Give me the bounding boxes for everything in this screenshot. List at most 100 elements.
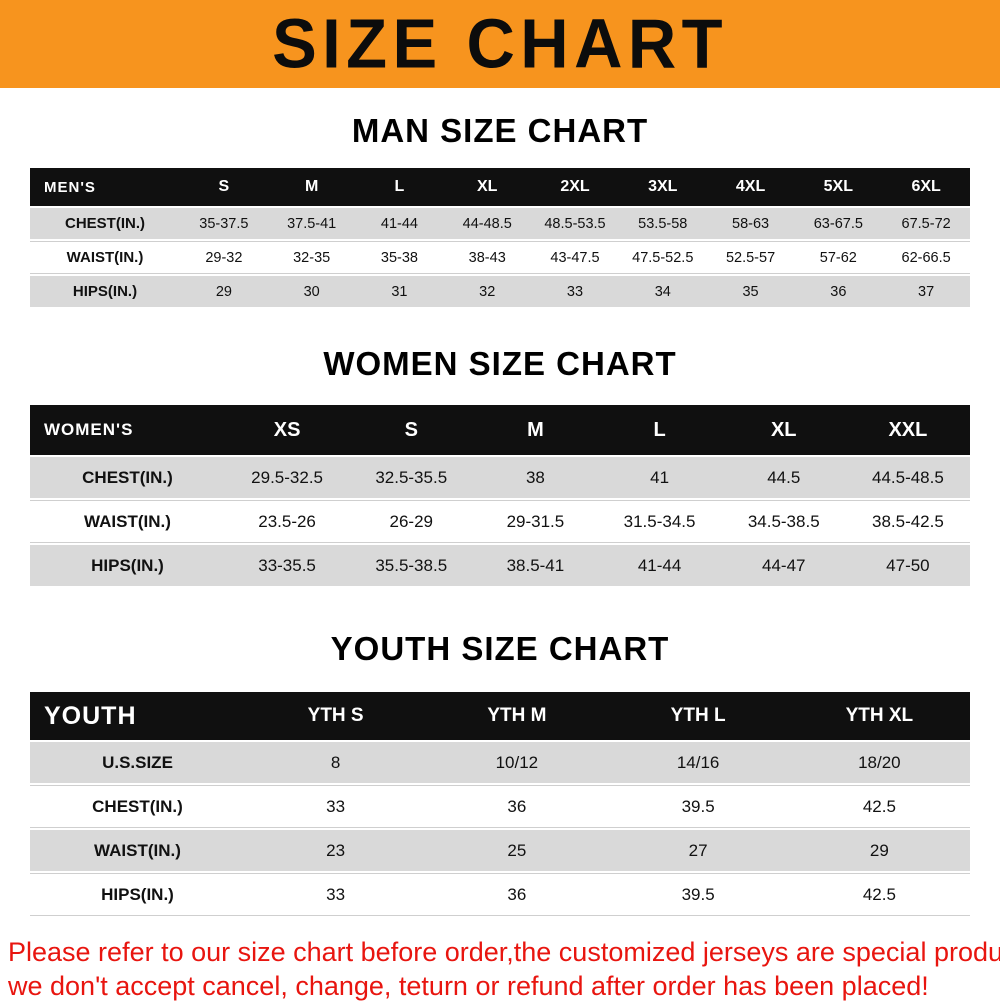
value-cell: 36 [507, 884, 527, 904]
value-cell: 38 [525, 467, 545, 487]
table-row: HIPS(IN.) 29 30 31 32 33 34 35 36 37 [30, 274, 970, 309]
value-cell: 35-37.5 [199, 215, 249, 232]
column-header-cell: XL [476, 178, 498, 195]
row-label-cell: WAIST(IN.) [66, 249, 144, 266]
youth-size-table: YOUTH YTH S YTH M YTH L YTH XL U.S.SIZE 8 10/12… [30, 692, 970, 916]
row-label-cell: WAIST(IN.) [94, 840, 181, 860]
column-header-cell: XS [273, 418, 301, 441]
value-cell: 33 [326, 796, 346, 816]
table-title-cell: WOMEN'S [44, 420, 134, 439]
banner: SIZE CHART [0, 0, 1000, 88]
table-header-row: WOMEN'S XS S M L XL XXL [30, 405, 970, 455]
value-cell: 44-48.5 [462, 215, 512, 232]
value-cell: 35 [742, 283, 759, 300]
value-cell: 67.5-72 [901, 215, 951, 232]
value-cell: 63-67.5 [813, 215, 863, 232]
table-row: CHEST(IN.) 33 36 39.5 42.5 [30, 785, 970, 828]
row-label-cell: WAIST(IN.) [84, 511, 171, 531]
table-row: U.S.SIZE 8 10/12 14/16 18/20 [30, 740, 970, 785]
value-cell: 47-50 [886, 555, 930, 575]
section-heading-women: WOMEN SIZE CHART [323, 345, 677, 382]
value-cell: 29.5-32.5 [251, 467, 323, 487]
value-cell: 10/12 [495, 752, 539, 772]
notice-line-2: we don't accept cancel, change, teturn o… [8, 970, 929, 1001]
value-cell: 41-44 [380, 215, 418, 232]
column-header-cell: S [404, 418, 418, 441]
column-header-cell: 5XL [823, 178, 853, 195]
value-cell: 8 [330, 752, 341, 772]
value-cell: 53.5-58 [638, 215, 688, 232]
section-women: WOMEN SIZE CHART WOMEN'S XS S M L XL XXL CHEST(… [0, 309, 1000, 588]
column-header-cell: 3XL [648, 178, 678, 195]
column-header-cell: 4XL [735, 178, 766, 195]
row-label-cell: HIPS(IN.) [72, 283, 138, 300]
section-men: MAN SIZE CHART MEN'S S M L XL 2XL 3XL 4XL 5XL 6XL… [0, 88, 1000, 309]
value-cell: 36 [830, 283, 847, 300]
notice-line-1: Please refer to our size chart before or… [8, 937, 1000, 967]
value-cell: 25 [507, 840, 527, 860]
value-cell: 33 [326, 884, 346, 904]
row-label-cell: HIPS(IN.) [91, 555, 164, 575]
value-cell: 42.5 [862, 796, 896, 816]
column-header-cell: M [527, 418, 544, 441]
value-cell: 44-47 [762, 555, 806, 575]
value-cell: 37 [918, 283, 935, 300]
value-cell: 35-38 [380, 249, 418, 266]
section-youth: YOUTH SIZE CHART YOUTH YTH S YTH M YTH L YTH… [0, 588, 1000, 916]
value-cell: 43-47.5 [550, 249, 600, 266]
value-cell: 26-29 [389, 511, 433, 531]
page-title: SIZE CHART [272, 5, 728, 83]
value-cell: 57-62 [819, 249, 857, 266]
value-cell: 27 [688, 840, 708, 860]
value-cell: 62-66.5 [901, 249, 951, 266]
value-cell: 39.5 [681, 796, 715, 816]
column-header-cell: YTH M [487, 705, 547, 726]
men-size-table: MEN'S S M L XL 2XL 3XL 4XL 5XL 6XL CHEST(IN.) 35-37… [30, 168, 970, 309]
value-cell: 31.5-34.5 [623, 511, 696, 531]
table-row: CHEST(IN.) 35-37.5 37.5-41 41-44 44-48.5 48.5… [30, 206, 970, 241]
table-row: CHEST(IN.) 29.5-32.5 32.5-35.5 38 41 44.5 44.5… [30, 455, 970, 500]
value-cell: 42.5 [862, 884, 896, 904]
value-cell: 33 [566, 283, 584, 300]
value-cell: 47.5-52.5 [632, 249, 694, 266]
value-cell: 37.5-41 [287, 215, 337, 232]
value-cell: 32 [479, 283, 496, 300]
footer-notice: Please refer to our size chart before or… [8, 936, 1000, 1004]
value-cell: 44.5 [767, 467, 801, 487]
row-label-cell: CHEST(IN.) [92, 796, 183, 816]
column-header-cell: XL [770, 418, 797, 441]
table-header-row: MEN'S S M L XL 2XL 3XL 4XL 5XL 6XL [30, 168, 970, 206]
value-cell: 23.5-26 [258, 511, 316, 531]
table-header-row: YOUTH YTH S YTH M YTH L YTH XL [30, 692, 970, 740]
table-title-cell: YOUTH [44, 701, 137, 730]
row-label-cell: CHEST(IN.) [65, 215, 145, 232]
value-cell: 36 [507, 796, 527, 816]
table-row: WAIST(IN.) 23.5-26 26-29 29-31.5 31.5-34.5 34… [30, 500, 970, 543]
value-cell: 34.5-38.5 [747, 511, 820, 531]
value-cell: 38.5-41 [506, 555, 565, 575]
value-cell: 32-35 [293, 249, 331, 266]
value-cell: 18/20 [858, 752, 901, 772]
value-cell: 58-63 [732, 215, 770, 232]
value-cell: 41-44 [637, 555, 682, 575]
section-heading-men: MAN SIZE CHART [351, 112, 649, 149]
column-header-cell: S [218, 178, 230, 195]
value-cell: 31 [391, 283, 408, 300]
value-cell: 52.5-57 [725, 249, 776, 266]
value-cell: 32.5-35.5 [375, 467, 448, 487]
row-label-cell: CHEST(IN.) [82, 467, 173, 487]
value-cell: 38.5-42.5 [871, 511, 944, 531]
women-size-table: WOMEN'S XS S M L XL XXL CHEST(IN.) 29.5-32.5 32.5… [30, 405, 970, 588]
value-cell: 44.5-48.5 [871, 467, 944, 487]
column-header-cell: 2XL [560, 178, 590, 195]
value-cell: 48.5-53.5 [544, 215, 606, 232]
column-header-cell: YTH XL [845, 705, 914, 726]
value-cell: 30 [303, 283, 320, 300]
section-heading-youth: YOUTH SIZE CHART [330, 630, 670, 667]
column-header-cell: YTH L [670, 705, 726, 726]
value-cell: 23 [326, 840, 346, 860]
value-cell: 29-31.5 [506, 511, 565, 531]
value-cell: 33-35.5 [258, 555, 316, 575]
column-header-cell: M [304, 178, 319, 195]
column-header-cell: YTH S [307, 705, 364, 726]
